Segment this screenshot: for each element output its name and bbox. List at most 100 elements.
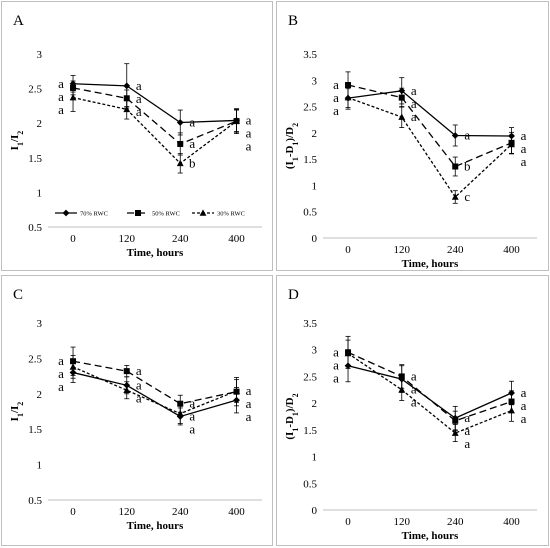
series-30-rwc xyxy=(69,355,240,424)
y-tick-label: 2.5 xyxy=(28,84,42,96)
y-tick-label: 1.5 xyxy=(303,425,317,437)
data-point xyxy=(508,407,515,414)
x-tick-label: 0 xyxy=(345,516,351,528)
significance-letter: a xyxy=(189,396,195,411)
y-tick-label: 0 xyxy=(312,233,318,245)
significance-letter: a xyxy=(333,103,339,118)
significance-letter: a xyxy=(58,379,64,394)
x-axis-label: Time, hours xyxy=(127,520,184,532)
y-tick-label: 3.5 xyxy=(303,318,317,330)
legend-label: 30% RWC xyxy=(217,211,245,218)
series-line xyxy=(72,96,237,165)
significance-letter: a xyxy=(246,396,252,411)
y-tick-label: 1.5 xyxy=(28,153,42,165)
y-tick-label: 1.5 xyxy=(28,424,42,436)
x-tick-label: 240 xyxy=(172,233,189,245)
significance-letter: a xyxy=(58,102,64,117)
significance-letter: a xyxy=(411,109,417,124)
y-axis-label-subscript: 1 xyxy=(291,157,300,161)
y-tick-label: 3 xyxy=(312,345,318,357)
panel-frame xyxy=(276,1,549,271)
series-30-rwc xyxy=(69,83,240,174)
x-tick-label: 120 xyxy=(394,516,411,528)
data-point xyxy=(176,159,184,167)
significance-letter: a xyxy=(521,128,527,143)
significance-letter: a xyxy=(189,115,195,130)
data-point xyxy=(345,82,352,89)
y-axis-label: I1/I2 xyxy=(9,402,25,422)
significance-letter: a xyxy=(246,138,252,153)
x-tick-label: 240 xyxy=(172,506,189,518)
significance-letter: a xyxy=(246,125,252,140)
y-tick-label: 0.5 xyxy=(303,207,317,219)
data-point xyxy=(123,105,131,113)
series-line xyxy=(347,97,512,198)
series-line xyxy=(72,360,237,405)
y-axis-label-subscript: 1 xyxy=(16,142,25,146)
y-axis-label-subscript: 2 xyxy=(16,131,25,135)
significance-letter: a xyxy=(246,112,252,127)
x-tick-label: 240 xyxy=(447,516,464,528)
series-line xyxy=(347,84,512,168)
panel-label: A xyxy=(13,13,24,29)
x-tick-label: 120 xyxy=(119,506,136,518)
y-axis-label-subscript: 1 xyxy=(291,412,300,416)
significance-letter: a xyxy=(333,344,339,359)
significance-letter: a xyxy=(189,422,195,437)
data-point xyxy=(123,386,131,394)
series-line xyxy=(347,365,512,419)
significance-letter: c xyxy=(464,189,470,204)
y-tick-label: 0 xyxy=(312,505,318,517)
y-axis-label-part: /I xyxy=(9,406,21,414)
x-tick-label: 240 xyxy=(447,244,464,256)
significance-letter: a xyxy=(333,77,339,92)
panel-label: C xyxy=(13,287,23,303)
data-point xyxy=(123,82,131,90)
y-tick-label: 1 xyxy=(312,452,318,464)
data-point xyxy=(344,94,352,101)
data-point xyxy=(452,163,459,170)
data-point xyxy=(398,94,405,101)
y-tick-label: 3 xyxy=(37,318,43,330)
y-axis-label-part: I xyxy=(9,417,21,421)
significance-letter: a xyxy=(189,136,195,151)
series-30-rwc xyxy=(344,85,515,204)
significance-letter: a xyxy=(136,363,142,378)
series-line xyxy=(347,90,512,137)
y-tick-label: 2.5 xyxy=(28,353,42,365)
significance-letter: a xyxy=(136,377,142,392)
y-axis-label-part: -D xyxy=(284,146,296,158)
significance-letter: a xyxy=(58,366,64,381)
data-point xyxy=(452,417,459,424)
y-axis-label-part: -D xyxy=(284,416,296,428)
series-50-rwc xyxy=(70,80,240,156)
significance-letter: a xyxy=(521,411,527,426)
y-axis-label-subscript: 2 xyxy=(291,123,300,127)
panel-frame xyxy=(1,275,273,546)
y-tick-label: 0.5 xyxy=(303,478,317,490)
y-axis-label: (I1-D1)/D2 xyxy=(284,123,300,169)
significance-letter: a xyxy=(58,89,64,104)
x-tick-label: 400 xyxy=(228,233,245,245)
legend: 70% RWC 50% RWC 30% RWC xyxy=(55,209,245,218)
series-line xyxy=(347,352,512,434)
y-tick-label: 2.5 xyxy=(303,102,317,114)
y-axis-label-part: (I xyxy=(284,161,296,169)
x-tick-label: 120 xyxy=(394,244,411,256)
legend-label: 70% RWC xyxy=(80,211,108,218)
y-tick-label: 2 xyxy=(37,118,43,130)
y-axis-label-part: (I xyxy=(284,432,296,440)
series-50-rwc xyxy=(345,71,515,177)
significance-letter: a xyxy=(411,394,417,409)
significance-letter: a xyxy=(136,104,142,119)
y-tick-label: 1 xyxy=(312,180,318,192)
x-axis-label: Time, hours xyxy=(402,258,459,270)
data-point xyxy=(123,95,130,102)
y-axis-label-subscript: 2 xyxy=(291,393,300,397)
series-50-rwc xyxy=(345,335,515,431)
legend-label: 50% RWC xyxy=(152,211,180,218)
significance-letter: a xyxy=(333,370,339,385)
